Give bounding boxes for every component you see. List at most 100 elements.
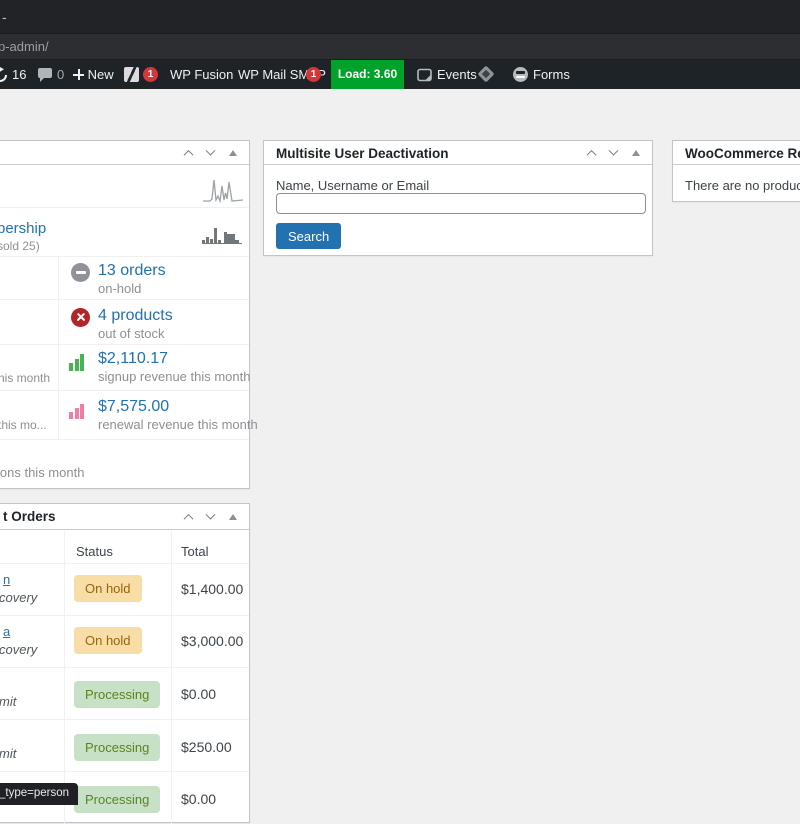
signup-revenue-label: signup revenue this month — [98, 369, 251, 384]
wp-fusion-menu[interactable]: WP Fusion — [170, 67, 234, 82]
renewal-revenue-link[interactable]: $7,575.00 — [98, 398, 170, 415]
comments-count[interactable]: 0 — [57, 67, 65, 82]
order-total: $250.00 — [181, 739, 232, 755]
comments-icon[interactable] — [38, 68, 52, 82]
order-product: mit — [0, 746, 17, 761]
order-total: $1,400.00 — [181, 581, 244, 597]
top-seller-link[interactable]: pership — [0, 220, 47, 237]
order-product: covery — [0, 642, 38, 657]
sales-sparkline-chart — [203, 179, 244, 204]
out-of-stock-link[interactable]: 4 products — [98, 307, 173, 324]
browser-tab-strip: - — [0, 0, 800, 34]
collapse-toggle-icon[interactable] — [229, 514, 237, 520]
renewal-revenue-label: renewal revenue this month — [98, 417, 258, 432]
column-divider — [58, 256, 59, 439]
order-link[interactable]: n — [3, 572, 11, 587]
deactivation-widget-title: Multisite User Deactivation — [276, 146, 449, 161]
column-header-status: Status — [76, 544, 113, 559]
recent-reviews-widget: WooCommerce Recent There are no product … — [672, 140, 800, 202]
row-divider — [0, 256, 249, 257]
order-status-badge: Processing — [74, 681, 161, 708]
column-header-total: Total — [181, 544, 209, 559]
browser-address-bar[interactable]: p-admin/ — [0, 34, 800, 60]
row-divider — [0, 439, 249, 440]
order-status-badge: Processing — [74, 734, 161, 761]
move-up-icon[interactable] — [183, 149, 194, 160]
order-link[interactable]: a — [3, 624, 11, 639]
reviews-widget-header: WooCommerce Recent — [673, 141, 800, 165]
events-menu[interactable]: Events — [437, 67, 477, 82]
left-column-fragment: this mo... — [0, 418, 47, 432]
order-product: covery — [0, 590, 38, 605]
wp-mail-smtp-badge[interactable]: 1 — [306, 67, 321, 82]
collapse-toggle-icon[interactable] — [229, 150, 237, 156]
signup-revenue-icon — [69, 353, 84, 371]
user-search-label: Name, Username or Email — [276, 178, 430, 193]
move-up-icon[interactable] — [183, 513, 194, 524]
plus-icon — [73, 69, 84, 80]
header-divider — [0, 563, 249, 564]
user-search-input[interactable] — [276, 193, 646, 214]
collapse-toggle-icon[interactable] — [632, 150, 640, 156]
order-total: $0.00 — [181, 686, 217, 702]
row-divider — [0, 615, 249, 616]
order-total: $3,000.00 — [181, 633, 244, 649]
browser-tab-title: - — [2, 9, 7, 25]
order-status-badge: On hold — [74, 627, 142, 654]
order-total: $0.00 — [181, 791, 217, 807]
on-hold-icon — [71, 263, 90, 282]
renewal-revenue-icon — [69, 401, 84, 419]
order-product: mit — [0, 694, 17, 709]
woocommerce-status-widget: pership sold 25) 13 orders on-hold 4 pro… — [0, 140, 258, 489]
reviews-widget-title: WooCommerce Recent — [685, 146, 800, 161]
move-up-icon[interactable] — [586, 149, 597, 160]
column-divider — [171, 531, 172, 824]
row-divider — [0, 207, 249, 208]
move-down-icon[interactable] — [205, 145, 216, 156]
order-status-badge: On hold — [74, 575, 142, 602]
orders-widget-header: t Orders — [0, 504, 249, 530]
cancellations-fragment: ions this month — [0, 465, 85, 480]
left-column-fragment: his month — [0, 371, 51, 385]
wp-mail-smtp-menu[interactable]: WP Mail SMTP — [238, 67, 326, 82]
row-divider — [0, 344, 249, 345]
address-bar-url[interactable]: p-admin/ — [0, 39, 49, 54]
deactivation-widget-header: Multisite User Deactivation — [264, 141, 652, 165]
events-calendar-icon[interactable] — [417, 68, 433, 82]
out-of-stock-icon — [71, 308, 90, 327]
no-reviews-text: There are no product rev — [685, 178, 800, 193]
signup-revenue-link[interactable]: $2,110.17 — [98, 350, 168, 367]
updates-icon[interactable] — [0, 67, 8, 83]
row-divider — [0, 299, 249, 300]
search-button[interactable]: Search — [276, 223, 342, 249]
status-widget-header — [0, 141, 249, 165]
move-down-icon[interactable] — [205, 509, 216, 520]
move-down-icon[interactable] — [608, 145, 619, 156]
widget-controls — [183, 141, 237, 165]
column-divider — [64, 531, 65, 824]
out-of-stock-label: out of stock — [98, 326, 165, 341]
row-divider — [0, 390, 249, 391]
updates-count[interactable]: 16 — [12, 67, 27, 82]
link-status-tooltip: _type=person — [0, 783, 79, 805]
forms-menu[interactable]: Forms — [533, 67, 570, 82]
recent-orders-widget: t Orders Status Total n covery On hold $… — [0, 503, 250, 824]
widget-controls — [586, 141, 640, 165]
diamond-plugin-icon[interactable] — [477, 65, 495, 83]
yoast-seo-icon[interactable] — [124, 67, 139, 82]
row-divider — [0, 719, 249, 720]
wp-admin-bar: 16 0 New 1 WP Fusion WP Mail SMTP 1 Load… — [0, 60, 800, 89]
top-seller-bar-sparkline — [202, 228, 242, 244]
server-load-indicator[interactable]: Load: 3.60 — [331, 60, 404, 89]
widget-controls — [183, 504, 237, 530]
orders-widget-title: t Orders — [3, 509, 56, 524]
forms-icon[interactable] — [513, 67, 528, 82]
yoast-notification-badge[interactable]: 1 — [143, 67, 158, 82]
multisite-deactivation-widget: Multisite User Deactivation Name, Userna… — [263, 140, 653, 256]
orders-on-hold-label: on-hold — [98, 281, 142, 296]
row-divider — [0, 771, 249, 772]
new-content-button[interactable]: New — [73, 60, 114, 89]
row-divider — [0, 667, 249, 668]
orders-on-hold-link[interactable]: 13 orders — [98, 262, 166, 279]
top-seller-sold-count: sold 25) — [0, 239, 40, 253]
